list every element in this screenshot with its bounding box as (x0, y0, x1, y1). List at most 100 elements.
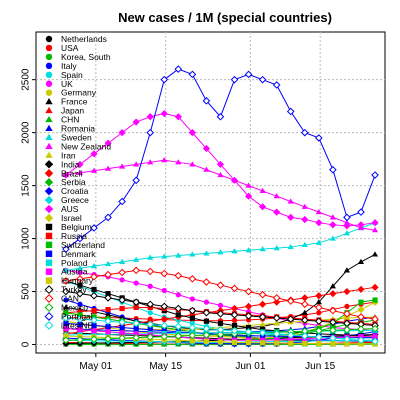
legend-marker (45, 223, 53, 231)
x-tick-label: May 01 (79, 361, 112, 372)
data-point (315, 292, 323, 300)
legend-label: Italy (61, 61, 77, 71)
data-point (91, 322, 97, 329)
data-point (216, 160, 225, 169)
legend-marker (44, 204, 54, 214)
data-point (160, 332, 169, 341)
legend-label: Switzerland (61, 240, 105, 250)
legend-entry: New Zealand (45, 141, 111, 151)
data-point (104, 139, 112, 147)
data-point (217, 249, 224, 255)
legend-label: Serbia (61, 177, 86, 187)
data-point (245, 324, 252, 331)
data-point (315, 299, 322, 305)
legend-label: Croatia (61, 186, 89, 196)
data-point (133, 161, 140, 167)
data-point (189, 296, 195, 302)
legend-marker (45, 97, 53, 105)
data-point (244, 302, 253, 310)
data-point (216, 112, 225, 121)
data-point (202, 278, 211, 286)
data-point (174, 304, 183, 313)
data-point (273, 193, 280, 199)
data-point (343, 219, 351, 225)
legend-marker (45, 151, 53, 158)
data-point (119, 258, 126, 264)
data-point (62, 267, 70, 273)
data-point (202, 308, 211, 317)
data-point (133, 280, 139, 286)
data-point (188, 129, 196, 137)
data-point (90, 263, 98, 269)
data-point (203, 299, 210, 305)
data-point (244, 328, 253, 336)
data-point (286, 107, 295, 116)
legend-label: Netherlands (61, 34, 107, 44)
data-point (302, 340, 308, 347)
legend-marker (44, 160, 54, 169)
legend-entry: Iran (45, 150, 76, 160)
data-point (76, 335, 84, 344)
data-point (245, 247, 252, 253)
data-point (343, 309, 351, 318)
data-point (329, 326, 337, 335)
data-point (132, 319, 140, 328)
data-point (62, 287, 70, 296)
data-point (316, 340, 322, 347)
data-point (161, 287, 167, 294)
data-point (258, 313, 267, 321)
data-point (357, 325, 365, 333)
data-point (160, 321, 169, 330)
data-point (217, 302, 224, 308)
data-point (77, 282, 83, 288)
data-point (245, 340, 252, 346)
data-point (217, 339, 224, 345)
y-tick-label: 2500 (21, 68, 32, 91)
series-line (65, 222, 376, 271)
data-point (315, 303, 323, 312)
data-point (216, 281, 225, 290)
data-point (371, 251, 379, 257)
data-point (160, 302, 169, 311)
data-point (343, 287, 351, 296)
data-point (104, 311, 112, 317)
grid-lines (36, 32, 385, 353)
data-point (244, 287, 253, 296)
data-point (118, 296, 126, 304)
data-point (288, 336, 294, 342)
data-point (104, 260, 112, 267)
data-point (260, 340, 266, 346)
data-point (188, 70, 197, 79)
legend-marker (44, 213, 54, 223)
data-point (105, 291, 111, 297)
legend-label: Denmark (61, 249, 96, 259)
legend-marker (45, 106, 53, 114)
data-point (76, 234, 84, 243)
data-point (202, 97, 211, 105)
data-point (286, 331, 295, 339)
data-point (203, 318, 210, 324)
data-point (175, 159, 182, 165)
data-point (63, 333, 69, 339)
data-point (202, 331, 211, 339)
legend-marker (45, 124, 53, 132)
data-point (357, 313, 365, 321)
data-point (329, 214, 336, 220)
legend-entry: India (44, 159, 80, 169)
data-point (343, 230, 351, 236)
legend-label: Sweden (61, 132, 92, 142)
x-tick-label: Jun 01 (235, 361, 265, 372)
legend-label: Mexico (61, 303, 88, 313)
legend-label: Israel (61, 213, 82, 223)
data-point (119, 324, 125, 331)
data-point (118, 268, 126, 277)
legend-marker (45, 89, 53, 96)
data-point (315, 239, 322, 245)
data-point (90, 291, 98, 300)
data-point (301, 215, 309, 224)
data-point (76, 275, 84, 283)
data-point (259, 203, 267, 211)
data-point (286, 297, 295, 305)
legend-label: latestNE (61, 320, 93, 330)
data-point (77, 312, 83, 318)
